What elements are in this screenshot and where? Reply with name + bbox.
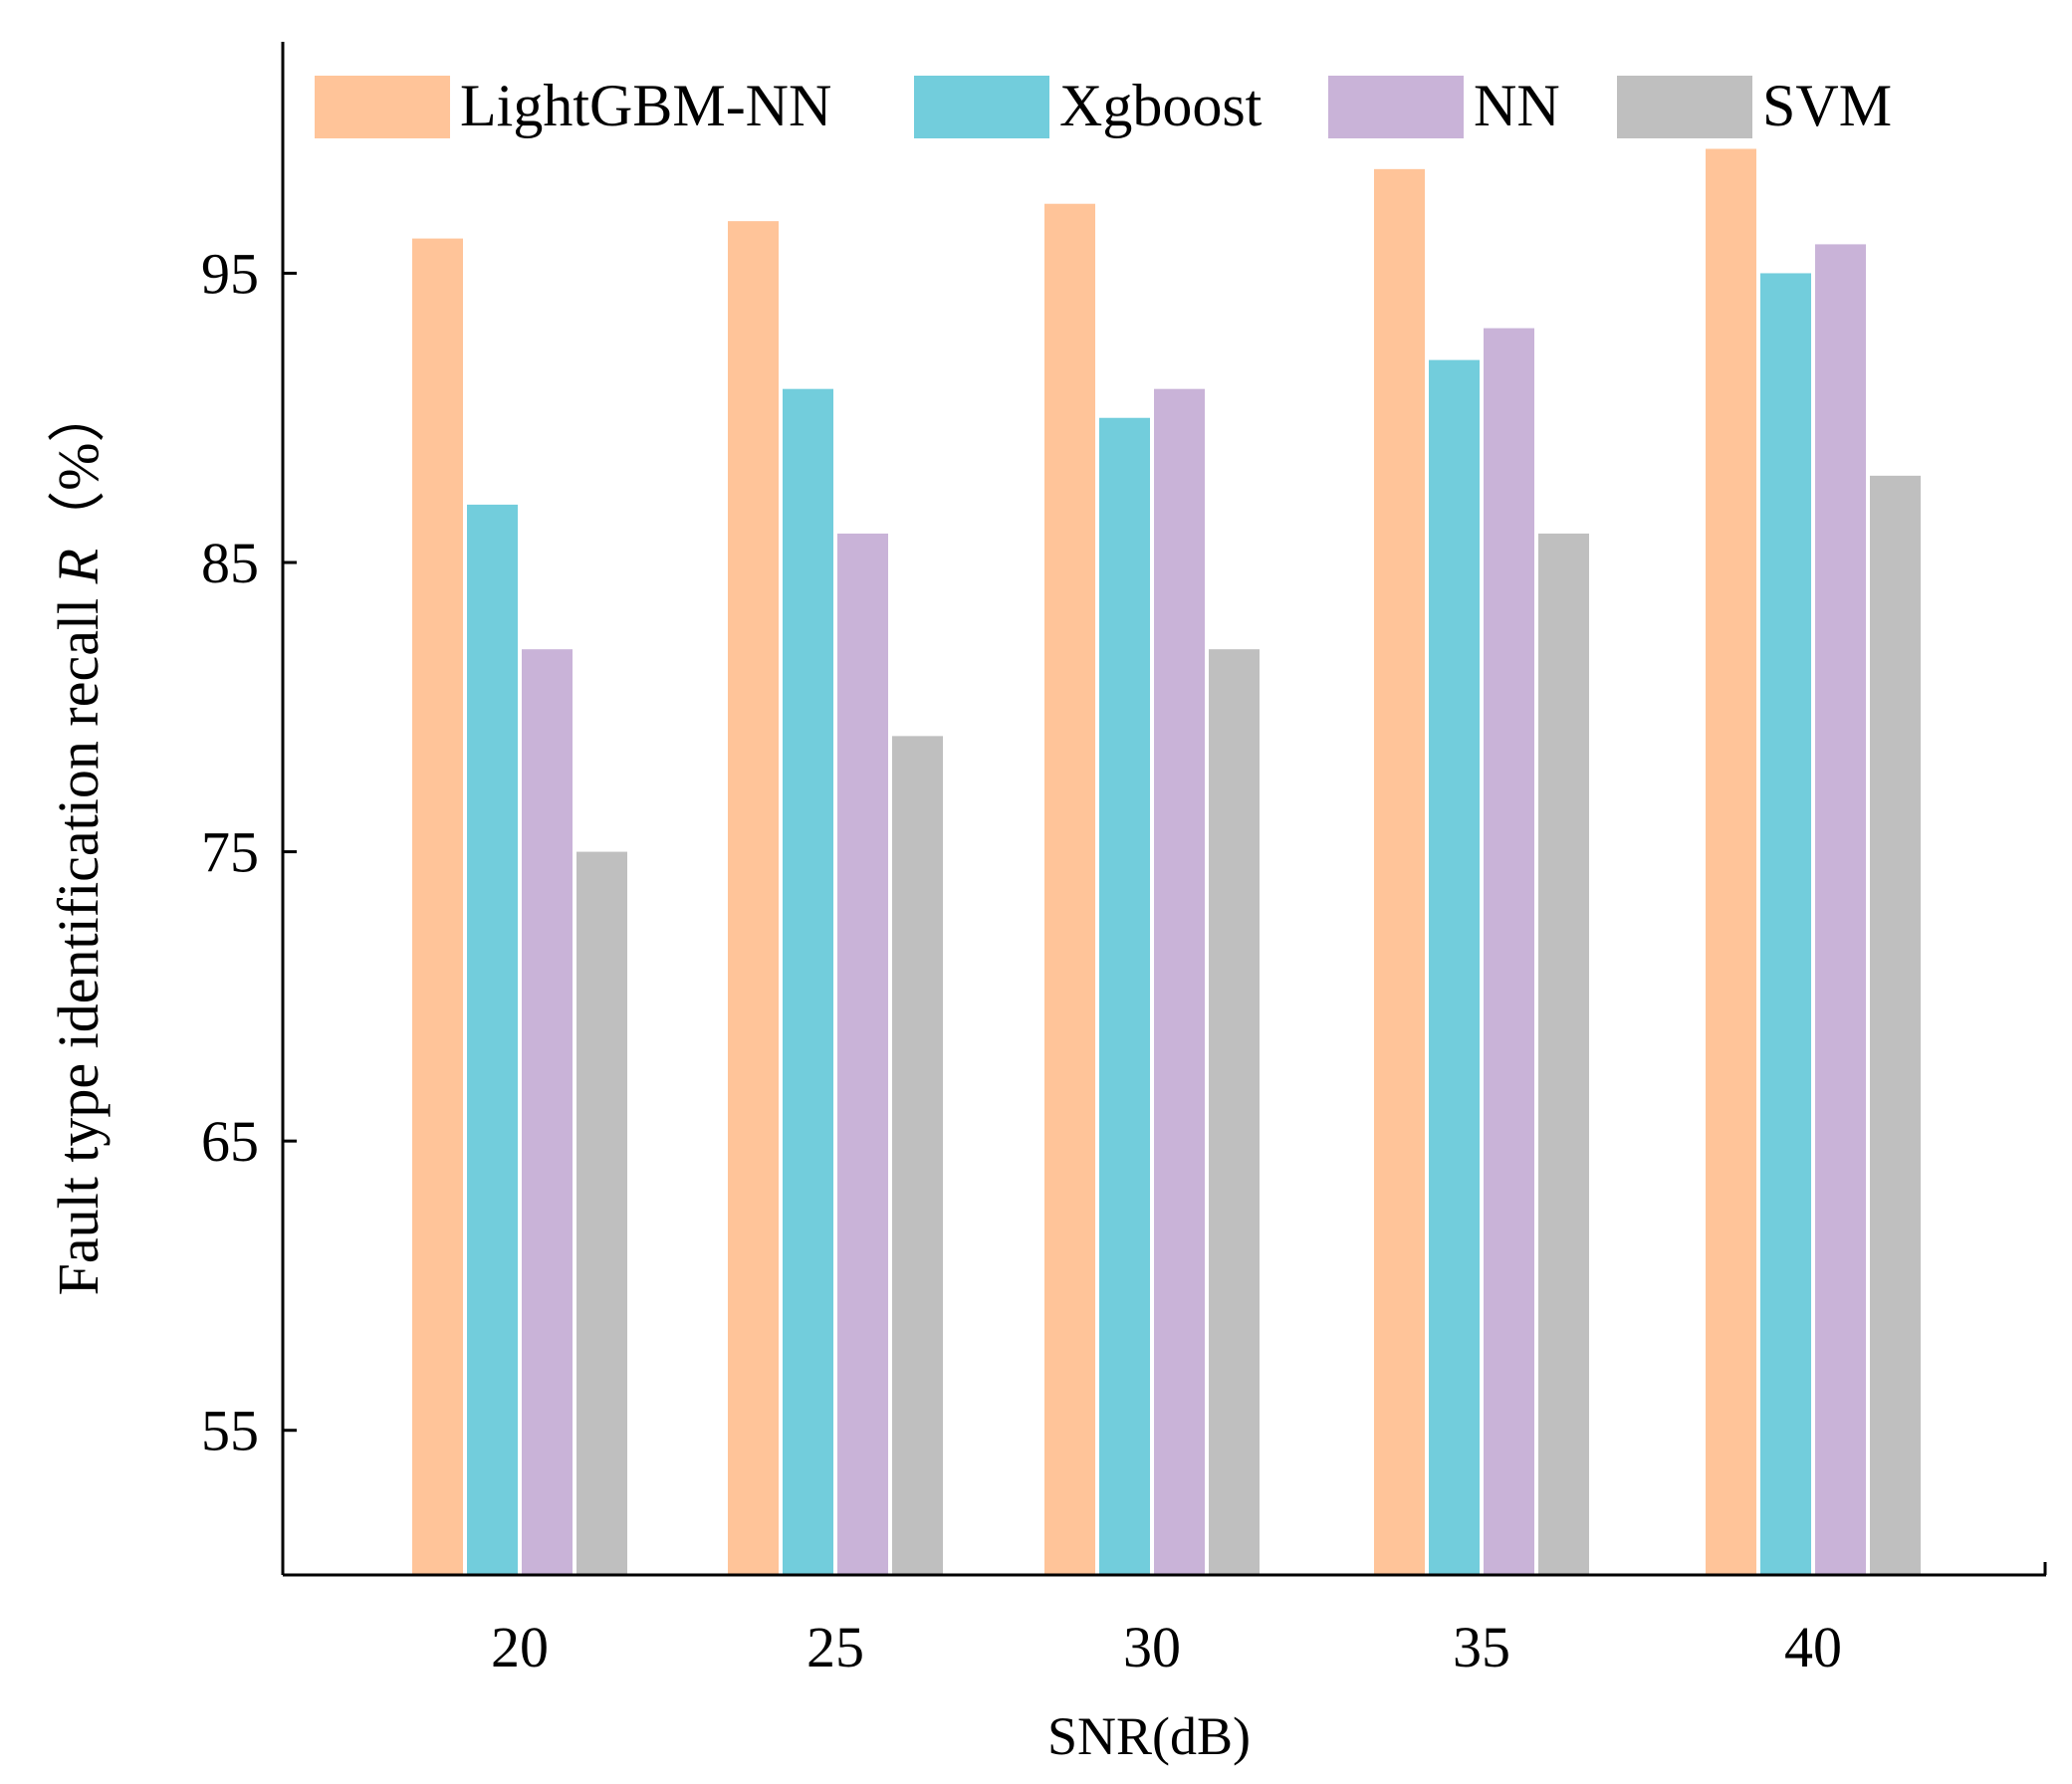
bar-svm-30 <box>1209 649 1260 1575</box>
bar-lightgbm-nn-30 <box>1044 203 1095 1575</box>
bar-nn-35 <box>1484 328 1534 1575</box>
y-tick-label: 85 <box>201 531 259 595</box>
bar-svm-35 <box>1538 533 1589 1575</box>
bar-lightgbm-nn-20 <box>412 238 463 1575</box>
legend-swatch <box>1617 76 1752 138</box>
legend-label: NN <box>1474 73 1560 138</box>
x-tick-label: 35 <box>1453 1615 1510 1679</box>
y-axis-title-symbol: R <box>46 549 111 584</box>
bar-xgboost-35 <box>1429 359 1480 1575</box>
bar-lightgbm-nn-35 <box>1374 168 1425 1575</box>
x-axis-title: SNR(dB) <box>1047 1706 1251 1766</box>
bar-xgboost-30 <box>1099 417 1150 1575</box>
legend-swatch <box>1328 76 1464 138</box>
bar-nn-40 <box>1815 244 1866 1575</box>
bar-lightgbm-nn-25 <box>728 221 779 1576</box>
bar-nn-20 <box>522 649 573 1575</box>
bar-nn-30 <box>1154 388 1205 1576</box>
y-axis-title: Fault type identification recall R（%） <box>46 385 111 1296</box>
x-tick-label: 25 <box>806 1615 864 1679</box>
bar-nn-25 <box>837 533 888 1575</box>
legend: LightGBM-NN Xgboost NN SVM <box>315 73 1892 138</box>
y-axis-title-text: Fault type identification recall <box>46 583 111 1295</box>
bar-lightgbm-nn-40 <box>1706 148 1756 1576</box>
bar-xgboost-40 <box>1760 273 1811 1575</box>
legend-swatch <box>914 76 1049 138</box>
x-tick-label: 30 <box>1123 1615 1181 1679</box>
legend-swatch <box>315 76 450 138</box>
y-tick-label: 65 <box>201 1109 259 1174</box>
bar-svm-25 <box>892 736 943 1575</box>
x-tick-label: 40 <box>1784 1615 1842 1679</box>
bars <box>412 148 1921 1576</box>
bar-xgboost-20 <box>467 504 518 1576</box>
y-tick-label: 95 <box>201 241 259 306</box>
legend-label: SVM <box>1762 73 1892 138</box>
legend-label: LightGBM-NN <box>460 73 831 138</box>
x-tick-label: 20 <box>491 1615 549 1679</box>
y-ticks: 55 65 75 85 95 <box>201 241 297 1463</box>
y-tick-label: 55 <box>201 1399 259 1463</box>
bar-xgboost-25 <box>783 388 833 1576</box>
legend-label: Xgboost <box>1059 73 1263 138</box>
bar-svm-20 <box>576 851 627 1575</box>
x-ticks: 20 25 30 35 40 <box>491 1615 1842 1679</box>
axes <box>281 42 2047 1577</box>
y-tick-label: 75 <box>201 820 259 885</box>
y-axis-title-unit: （%） <box>46 385 111 549</box>
bar-svm-40 <box>1870 475 1921 1575</box>
